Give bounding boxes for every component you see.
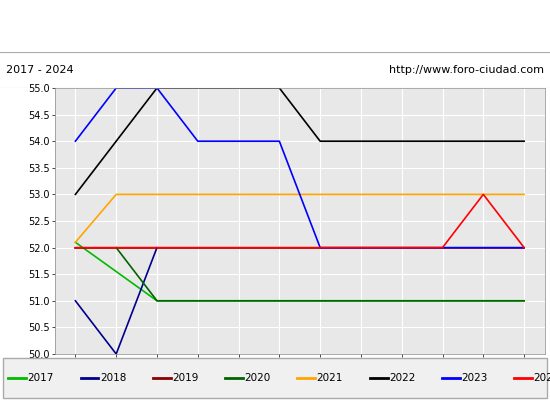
Text: http://www.foro-ciudad.com: http://www.foro-ciudad.com — [389, 65, 544, 75]
Text: 2024: 2024 — [534, 373, 550, 383]
Text: 2019: 2019 — [172, 373, 199, 383]
Text: 2017: 2017 — [28, 373, 54, 383]
Text: 2021: 2021 — [317, 373, 343, 383]
Text: Evolucion num de emigrantes en Montánchez: Evolucion num de emigrantes en Montánche… — [62, 17, 488, 35]
Text: 2017 - 2024: 2017 - 2024 — [6, 65, 73, 75]
Text: 2018: 2018 — [100, 373, 126, 383]
Text: 2023: 2023 — [461, 373, 488, 383]
FancyBboxPatch shape — [3, 358, 547, 398]
Text: 2022: 2022 — [389, 373, 415, 383]
Text: 2020: 2020 — [244, 373, 271, 383]
